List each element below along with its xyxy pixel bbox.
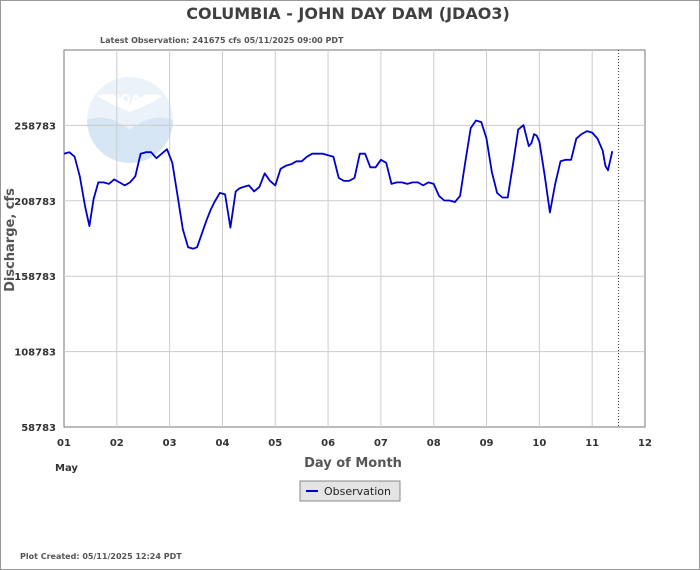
x-tick-label: 04 <box>215 438 229 449</box>
x-tick-labels: 01 02 03 04 05 06 07 08 09 10 11 12 <box>57 438 652 449</box>
legend-box <box>299 480 401 502</box>
x-tick-label: 05 <box>268 438 282 449</box>
legend-label: Observation <box>324 485 391 498</box>
x-axis-label: Day of Month <box>304 456 402 471</box>
x-tick-label: 06 <box>321 438 335 449</box>
y-tick-label: 58783 <box>21 423 56 434</box>
y-tick-label: 208783 <box>14 197 56 208</box>
y-tick-labels: 58783 108783 158783 208783 258783 <box>14 121 56 434</box>
chart-subtitle: Latest Observation: 241675 cfs 05/11/202… <box>100 36 344 45</box>
x-tick-label: 03 <box>163 438 177 449</box>
y-tick-label: 258783 <box>14 121 56 132</box>
x-tick-label: 12 <box>638 438 652 449</box>
x-tick-label: 10 <box>532 438 546 449</box>
x-tick-label: 01 <box>57 438 71 449</box>
series-layer <box>63 119 614 250</box>
svg-text:NOAA: NOAA <box>109 93 151 108</box>
x-tick-label: 07 <box>374 438 388 449</box>
x-tick-label: 02 <box>110 438 124 449</box>
y-tick-label: 158783 <box>14 272 56 283</box>
noaa-logo: NOAA <box>87 77 173 163</box>
legend: Observation <box>299 480 401 502</box>
y-tick-label: 108783 <box>14 348 56 359</box>
x-tick-label: 09 <box>480 438 494 449</box>
plot-created-footer: Plot Created: 05/11/2025 12:24 PDT <box>20 552 182 561</box>
x-tick-label: 11 <box>585 438 599 449</box>
x-axis-sublabel: May <box>55 463 78 474</box>
chart-title: COLUMBIA - JOHN DAY DAM (JDAO3) <box>186 4 510 23</box>
plot-area <box>63 49 646 428</box>
x-tick-label: 08 <box>427 438 441 449</box>
series-line-observation <box>63 119 614 250</box>
y-axis-label: Discharge, cfs <box>3 188 18 292</box>
